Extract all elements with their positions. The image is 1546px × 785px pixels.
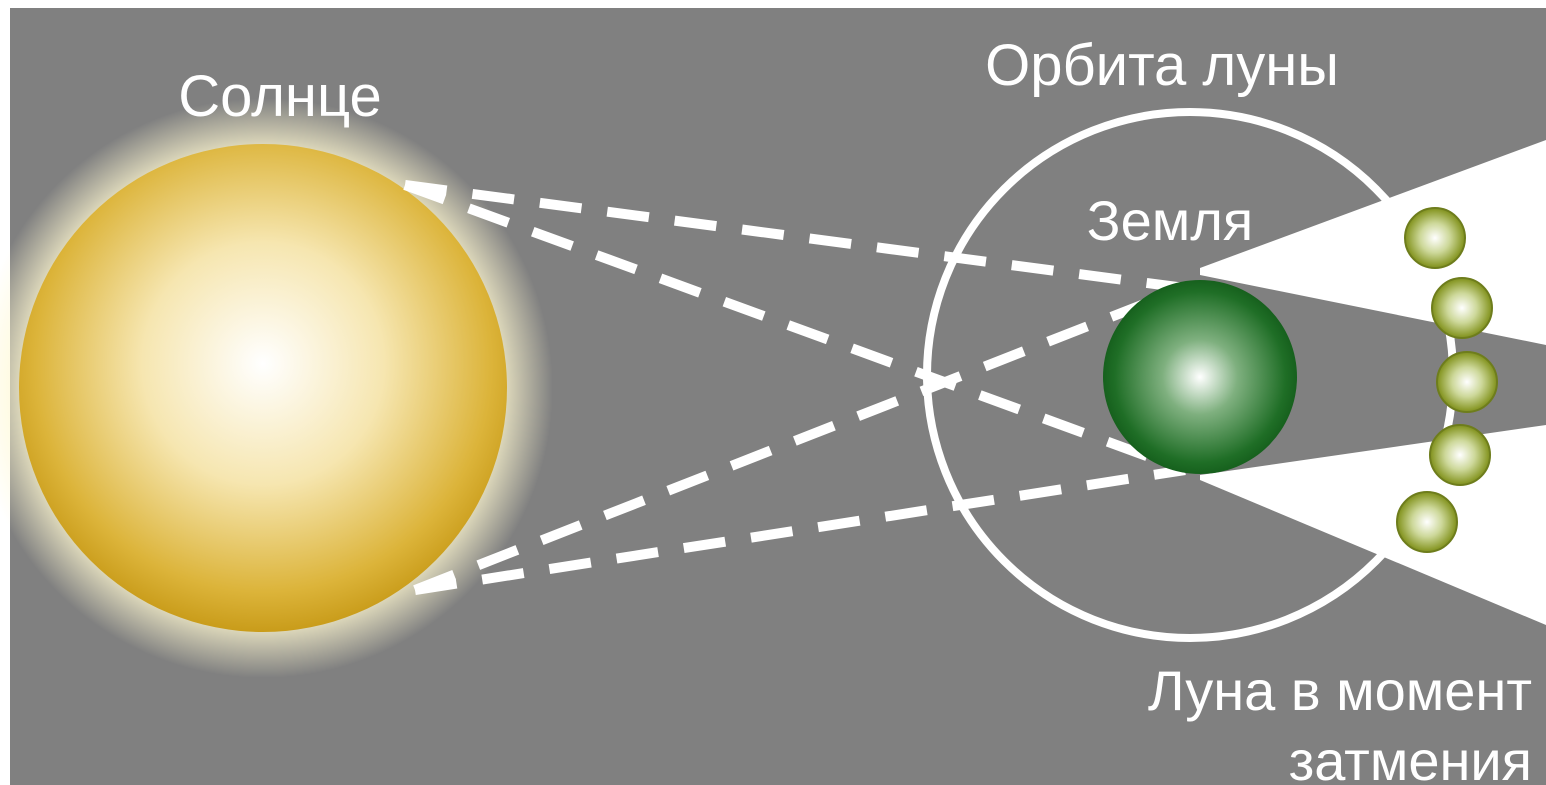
sun-label: Солнце bbox=[178, 64, 382, 129]
moon bbox=[1431, 277, 1493, 339]
moon bbox=[1396, 491, 1458, 553]
orbit-label: Орбита луны bbox=[985, 33, 1339, 98]
sun-rays bbox=[403, 180, 1187, 595]
ray bbox=[413, 283, 1187, 595]
moon bbox=[1404, 207, 1466, 269]
ray bbox=[414, 465, 1186, 595]
moon bbox=[1429, 424, 1491, 486]
moon-eclipse-label: затмения bbox=[1289, 729, 1532, 785]
moon-eclipse-label: Луна в момент bbox=[1148, 659, 1532, 722]
moons bbox=[1396, 207, 1498, 553]
earth-label: Земля bbox=[1087, 189, 1253, 252]
sun bbox=[19, 144, 507, 632]
moon bbox=[1436, 351, 1498, 413]
earth bbox=[1103, 280, 1297, 474]
ray bbox=[403, 180, 1187, 475]
